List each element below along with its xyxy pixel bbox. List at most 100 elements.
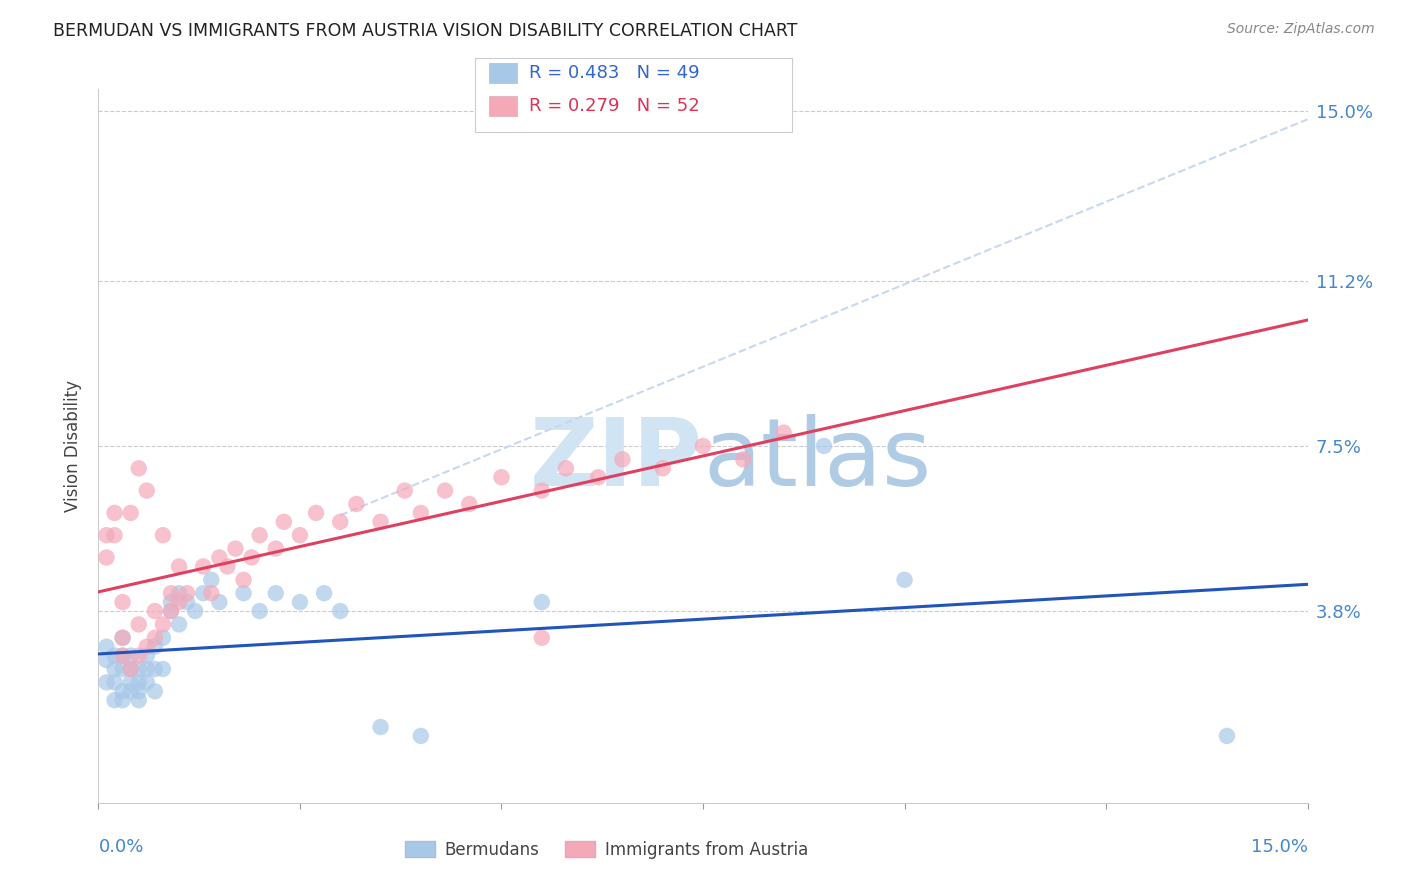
Point — [128, 617, 150, 632]
Point — [893, 573, 915, 587]
Point — [555, 461, 578, 475]
Point — [329, 604, 352, 618]
Point — [160, 604, 183, 618]
Point — [813, 439, 835, 453]
Point — [249, 528, 271, 542]
Point — [264, 541, 287, 556]
Point — [288, 595, 311, 609]
Point — [111, 693, 134, 707]
Point — [409, 506, 432, 520]
Point — [111, 662, 134, 676]
Point — [409, 729, 432, 743]
Point — [128, 662, 150, 676]
Point — [96, 675, 118, 690]
Point — [530, 595, 553, 609]
Point — [96, 528, 118, 542]
Point — [200, 586, 222, 600]
Point — [96, 550, 118, 565]
Point — [111, 648, 134, 663]
Point — [530, 483, 553, 498]
Point — [96, 653, 118, 667]
Point — [586, 470, 609, 484]
Point — [143, 631, 166, 645]
Point — [152, 617, 174, 632]
Point — [370, 720, 392, 734]
Point — [1216, 729, 1239, 743]
Point — [370, 515, 392, 529]
Point — [167, 586, 190, 600]
Point — [143, 684, 166, 698]
Point — [143, 604, 166, 618]
Point — [103, 662, 125, 676]
Point — [651, 461, 673, 475]
Point — [692, 439, 714, 453]
Point — [135, 675, 157, 690]
Point — [232, 586, 254, 600]
Legend: Bermudans, Immigrants from Austria: Bermudans, Immigrants from Austria — [398, 835, 814, 866]
Point — [103, 528, 125, 542]
Point — [314, 586, 336, 600]
Point — [224, 541, 246, 556]
Point — [120, 662, 142, 676]
Point — [208, 550, 231, 565]
Text: R = 0.483   N = 49: R = 0.483 N = 49 — [529, 64, 699, 82]
Point — [152, 662, 174, 676]
Point — [135, 648, 157, 663]
Point — [120, 662, 142, 676]
Point — [128, 693, 150, 707]
Point — [160, 604, 183, 618]
Point — [120, 675, 142, 690]
Point — [103, 506, 125, 520]
Point — [128, 684, 150, 698]
Point — [111, 648, 134, 663]
Point — [264, 586, 287, 600]
Point — [135, 483, 157, 498]
Text: 0.0%: 0.0% — [98, 838, 143, 855]
Point — [152, 631, 174, 645]
Text: ZIP: ZIP — [530, 414, 703, 507]
Text: BERMUDAN VS IMMIGRANTS FROM AUSTRIA VISION DISABILITY CORRELATION CHART: BERMUDAN VS IMMIGRANTS FROM AUSTRIA VISI… — [53, 22, 799, 40]
Point — [249, 604, 271, 618]
Point — [240, 550, 263, 565]
Point — [120, 506, 142, 520]
Point — [111, 595, 134, 609]
Point — [128, 675, 150, 690]
Point — [167, 595, 190, 609]
Point — [135, 662, 157, 676]
Point — [208, 595, 231, 609]
Point — [176, 586, 198, 600]
Point — [184, 604, 207, 618]
Point — [217, 559, 239, 574]
Point — [96, 640, 118, 654]
Point — [491, 470, 513, 484]
Point — [329, 515, 352, 529]
Point — [111, 684, 134, 698]
Point — [612, 452, 634, 467]
Point — [273, 515, 295, 529]
Point — [167, 559, 190, 574]
Point — [232, 573, 254, 587]
Text: R = 0.279   N = 52: R = 0.279 N = 52 — [529, 97, 699, 115]
Point — [152, 528, 174, 542]
Point — [193, 559, 215, 574]
Text: 15.0%: 15.0% — [1250, 838, 1308, 855]
Point — [288, 528, 311, 542]
Point — [111, 631, 134, 645]
Point — [103, 675, 125, 690]
Point — [160, 595, 183, 609]
Point — [111, 631, 134, 645]
Point — [143, 662, 166, 676]
Point — [128, 648, 150, 663]
Y-axis label: Vision Disability: Vision Disability — [65, 380, 83, 512]
Point — [305, 506, 328, 520]
Point — [200, 573, 222, 587]
Point — [176, 595, 198, 609]
Point — [160, 586, 183, 600]
Point — [167, 617, 190, 632]
Point — [530, 631, 553, 645]
Point — [733, 452, 755, 467]
Point — [103, 693, 125, 707]
Point — [103, 648, 125, 663]
Point — [394, 483, 416, 498]
Point — [128, 461, 150, 475]
